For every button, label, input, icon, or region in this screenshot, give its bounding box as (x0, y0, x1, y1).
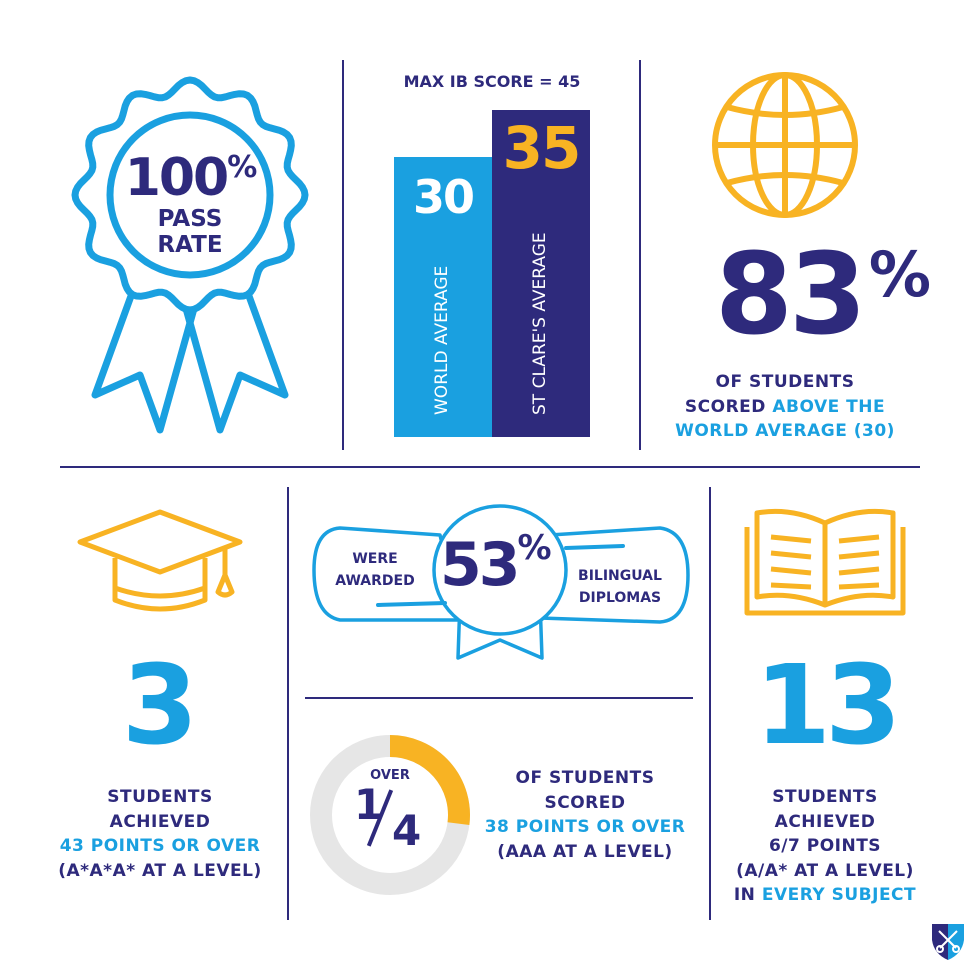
pass-label-line: RATE (157, 232, 223, 258)
diploma-scroll-icon (312, 504, 690, 660)
globe-icon (712, 72, 858, 218)
text-line: SCORED (684, 396, 773, 417)
bilingual-unit: % (517, 528, 552, 568)
donut-segment (389, 735, 470, 826)
text-line: BILINGUAL (578, 568, 662, 584)
divider (639, 60, 641, 450)
text-line: OF STUDENTS (715, 372, 855, 392)
chart-title: MAX IB SCORE = 45 (403, 72, 581, 91)
text-line: ACHIEVED (109, 811, 211, 832)
highlight-text: EVERY SUBJECT (761, 885, 917, 905)
pass-rate-unit: % (227, 150, 257, 185)
bar-category-label: ST CLARE'S AVERAGE (530, 232, 550, 415)
text-line: STUDENTS (107, 787, 213, 807)
pass-rate-value: 100% (90, 148, 290, 208)
bar-category-label: WORLD AVERAGE (432, 265, 452, 415)
every-subject-text: STUDENTS ACHIEVED 6/7 POINTS (A/A* AT A … (710, 785, 940, 908)
bar-value-label: 30 (412, 169, 475, 224)
pass-rate-number: 100 (124, 148, 230, 208)
rosette-icon (71, 76, 309, 434)
divider (709, 487, 711, 920)
quarter-text: OF STUDENTS SCORED 38 POINTS OR OVER (AA… (470, 766, 700, 864)
bar-1 (492, 109, 590, 437)
pass-label-line: PASS (157, 206, 223, 232)
quarter-fraction: 1 4 (348, 780, 438, 860)
every-subject-value: 13 (754, 641, 901, 769)
quarter-donut (310, 735, 470, 895)
text-line: (AAA AT A LEVEL) (497, 841, 673, 862)
bilingual-value: 53% (440, 525, 552, 605)
divider (342, 60, 344, 450)
bar-value-label: 35 (502, 113, 582, 182)
bilingual-left-text: WERE AWARDED (325, 548, 425, 592)
highlight-text: WORLD AVERAGE (30) (675, 421, 895, 441)
text-line: OF STUDENTS (515, 768, 655, 788)
top-scorers-text: STUDENTS ACHIEVED 43 POINTS OR OVER (A*A… (40, 785, 280, 883)
text-line: STUDENTS (772, 787, 878, 807)
highlight-text: ABOVE THE (772, 396, 886, 417)
fraction-denominator: 4 (392, 806, 422, 855)
highlight-text: 43 POINTS OR OVER (59, 836, 261, 856)
text-line: (A/A* AT A LEVEL) (736, 860, 914, 881)
text-line: (A*A*A* AT A LEVEL) (58, 860, 262, 881)
above-world-number: 83 (715, 230, 867, 360)
highlight-text: 38 POINTS OR OVER (484, 817, 686, 837)
pass-rate-label: PASS RATE (90, 206, 290, 258)
over-label: OVER (370, 768, 410, 783)
divider (287, 487, 289, 920)
graduation-cap-icon (77, 509, 243, 612)
text-line: AWARDED (335, 573, 415, 589)
above-world-text: OF STUDENTS SCORED ABOVE THE WORLD AVERA… (660, 370, 910, 444)
divider (305, 697, 693, 699)
text-line: DIPLOMAS (578, 590, 662, 606)
text-line: SCORED (544, 792, 626, 813)
open-book-icon (744, 508, 906, 616)
bar-0 (394, 156, 492, 437)
text-line: 6/7 POINTS (768, 836, 882, 856)
above-world-unit: % (868, 238, 931, 311)
shield-keys-logo (932, 924, 964, 960)
bilingual-number: 53 (440, 530, 520, 600)
top-scorers-value: 3 (121, 641, 199, 769)
divider (60, 466, 920, 468)
text-line: ACHIEVED (774, 811, 876, 832)
text-line: WERE (352, 551, 398, 567)
above-world-value: 83% (715, 235, 931, 355)
bilingual-right-text: BILINGUAL DIPLOMAS (570, 565, 670, 609)
text-line: IN (733, 885, 762, 905)
